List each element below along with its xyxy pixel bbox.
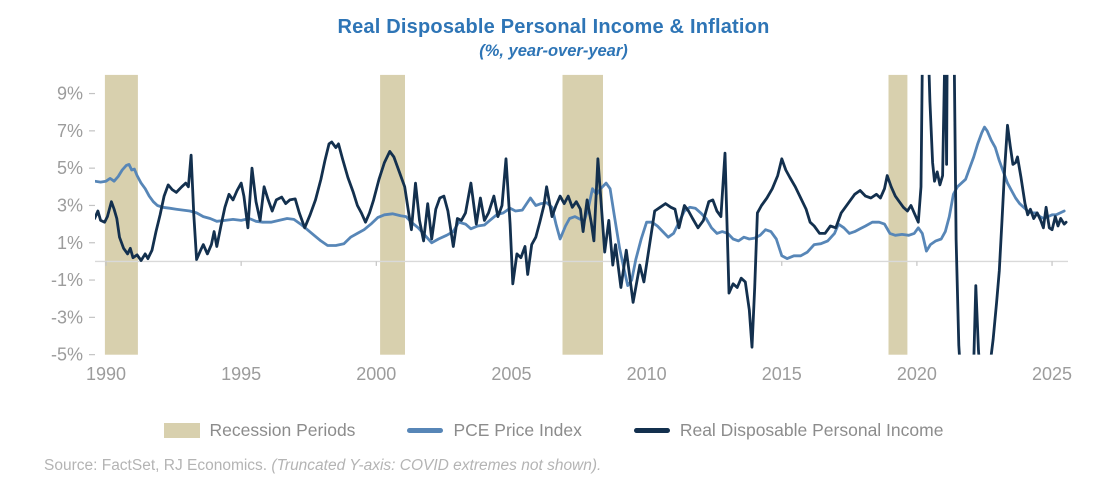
x-axis-label: 2025: [1032, 364, 1072, 384]
recession-band: [888, 74, 908, 355]
y-axis-label: 1%: [57, 233, 83, 253]
x-axis-label: 2000: [356, 364, 396, 384]
chart-legend: Recession Periods PCE Price Index Real Dis…: [0, 420, 1107, 441]
recession-band: [104, 74, 138, 355]
source-text: Source: FactSet, RJ Economics.: [44, 457, 272, 474]
legend-label: Real Disposable Personal Income: [679, 420, 944, 440]
source-note: Source: FactSet, RJ Economics. (Truncate…: [44, 457, 601, 475]
x-axis-label: 1995: [221, 364, 261, 384]
y-axis-label: -1%: [51, 270, 83, 290]
recession-band: [562, 74, 603, 355]
line-swatch: [633, 428, 670, 433]
y-axis-label: 5%: [57, 158, 83, 178]
chart-subtitle: (%, year-over-year): [479, 42, 628, 60]
y-axis-label: 9%: [57, 84, 83, 104]
line-swatch: [407, 428, 444, 433]
chart-plot-area: 9% 7% 5% 3% 1% -1% -3% -5%1990 1995 2000 2005 2010 2…: [51, 74, 1072, 384]
legend-item-real-disposable-personal-income: Real Disposable Personal Income: [633, 420, 944, 441]
legend-label: PCE Price Index: [453, 420, 582, 440]
pce-price-index-line: [95, 125, 1066, 287]
y-axis-label: -3%: [51, 307, 83, 327]
chart-title: Real Disposable Personal Income & Inflat…: [337, 16, 770, 38]
recession-band-swatch: [163, 423, 200, 438]
real-disposable-income-line: [95, 74, 1068, 355]
y-axis-label: -5%: [51, 345, 83, 365]
y-axis-label: 3%: [57, 195, 83, 215]
source-note-italic: (Truncated Y-axis: COVID extremes not sh…: [271, 457, 602, 474]
x-axis-label: 2010: [627, 364, 667, 384]
x-axis-label: 2015: [762, 364, 802, 384]
x-axis-label: 2020: [897, 364, 937, 384]
x-axis-label: 2005: [491, 364, 531, 384]
legend-item-pce-price-index: PCE Price Index: [407, 420, 582, 441]
legend-label: Recession Periods: [209, 420, 356, 440]
legend-item-recession-periods: Recession Periods: [163, 420, 356, 441]
x-axis-label: 1990: [86, 364, 126, 384]
y-axis-label: 7%: [57, 121, 83, 141]
